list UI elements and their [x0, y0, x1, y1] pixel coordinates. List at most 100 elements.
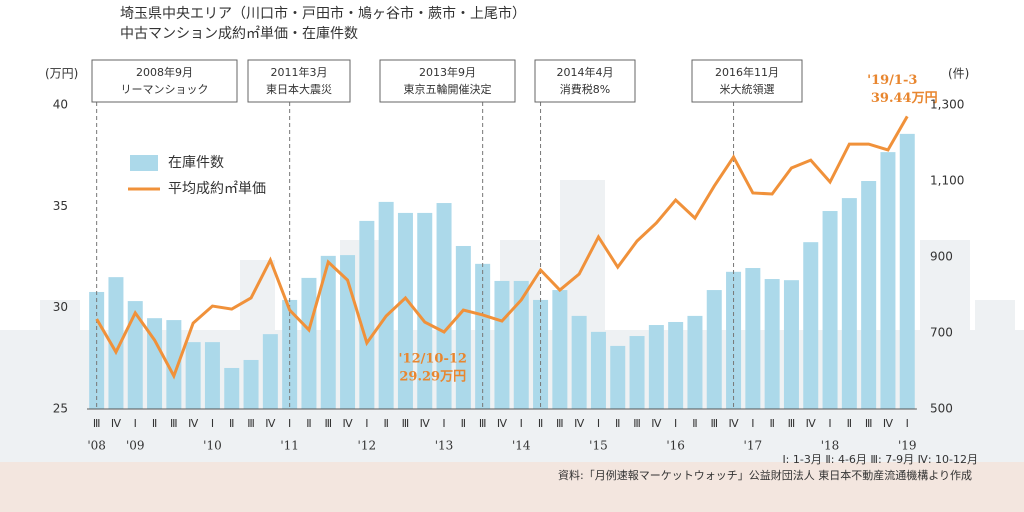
x-tick-label: Ⅲ — [93, 417, 101, 430]
year-label: '13 — [435, 439, 454, 453]
bar — [899, 133, 915, 409]
bar — [166, 320, 182, 409]
bar — [243, 359, 259, 409]
x-tick-label: Ⅰ — [597, 417, 600, 430]
bar — [127, 301, 143, 409]
bar — [861, 181, 877, 409]
x-tick-label: Ⅱ — [152, 417, 157, 430]
line — [95, 115, 909, 380]
bar — [706, 290, 722, 409]
x-tick-label: Ⅳ — [265, 417, 276, 430]
x-tick-label: Ⅱ — [847, 417, 852, 430]
legend-swatch — [130, 155, 158, 171]
bar — [880, 152, 896, 409]
y2-tick-label: 700 — [930, 326, 953, 340]
y-tick-label: 25 — [53, 402, 68, 416]
bar — [668, 321, 684, 409]
x-tick-label: Ⅲ — [788, 417, 796, 430]
bar — [397, 212, 413, 409]
ground — [0, 462, 1024, 512]
x-tick-label: Ⅱ — [538, 417, 543, 430]
bar — [513, 280, 529, 409]
bar — [764, 279, 780, 409]
bar — [455, 245, 471, 409]
bar — [590, 331, 606, 409]
legend-label: 平均成約㎡単価 — [168, 181, 266, 197]
x-tick-label: Ⅳ — [806, 417, 817, 430]
bar — [841, 198, 857, 409]
bar — [301, 277, 317, 409]
event-date: 2014年4月 — [557, 65, 614, 79]
y2-tick-label: 1,300 — [930, 98, 964, 112]
value-label: 29.29万円 — [399, 370, 466, 385]
bar — [552, 290, 568, 409]
x-tick-label: Ⅱ — [769, 417, 774, 430]
x-tick-label: Ⅰ — [211, 417, 214, 430]
x-tick-label: Ⅰ — [751, 417, 754, 430]
year-label: '15 — [589, 439, 608, 453]
year-label: '11 — [280, 439, 299, 453]
bar — [359, 220, 375, 409]
year-label: '16 — [666, 439, 685, 453]
event-label: 消費税8% — [560, 82, 610, 96]
x-tick-label: Ⅲ — [865, 417, 873, 430]
x-tick-label: Ⅱ — [229, 417, 234, 430]
y-unit: (万円) — [45, 67, 78, 81]
bar — [822, 211, 838, 409]
y-tick-label: 35 — [53, 199, 68, 213]
x-tick-label: Ⅳ — [883, 417, 894, 430]
x-tick-label: Ⅰ — [520, 417, 523, 430]
event-date: 2011年3月 — [271, 65, 328, 79]
bar — [436, 203, 452, 409]
bar — [648, 325, 664, 409]
x-tick-label: Ⅲ — [170, 417, 178, 430]
x-tick-label: Ⅲ — [710, 417, 718, 430]
x-tick-label: Ⅱ — [306, 417, 311, 430]
x-tick-label: Ⅲ — [556, 417, 564, 430]
source: 資料:「月例速報マーケットウォッチ」公益財団法人 東日本不動産流通機構より作成 — [558, 468, 972, 482]
year-label: '10 — [203, 439, 222, 453]
y-tick-label: 30 — [53, 300, 68, 314]
bar — [224, 367, 240, 409]
event-box — [379, 59, 516, 103]
x-tick-label: Ⅲ — [324, 417, 332, 430]
x-tick-label: Ⅲ — [402, 417, 410, 430]
bar — [108, 277, 124, 409]
event-box — [91, 59, 238, 103]
x-tick-label: Ⅰ — [134, 417, 137, 430]
y2-unit: (件) — [948, 67, 969, 81]
event-date: 2013年9月 — [419, 65, 476, 79]
bar — [262, 334, 278, 409]
bar — [417, 212, 433, 409]
event-box — [247, 59, 351, 103]
bar — [629, 336, 645, 409]
bar — [687, 315, 703, 409]
bar — [783, 280, 799, 409]
chart-subtitle: 中古マンション成約㎡単価・在庫件数 — [120, 25, 358, 42]
x-tick-label: Ⅳ — [574, 417, 585, 430]
x-tick-label: Ⅲ — [633, 417, 641, 430]
year-label: '17 — [744, 439, 763, 453]
x-tick-label: Ⅰ — [828, 417, 831, 430]
x-tick-label: Ⅳ — [342, 417, 353, 430]
bar — [320, 255, 336, 409]
y2-tick-label: 1,100 — [930, 174, 964, 188]
x-tick-label: Ⅳ — [111, 417, 122, 430]
x-tick-label: Ⅰ — [906, 417, 909, 430]
chart-title: 埼玉県中央エリア（川口市・戸田市・鳩ヶ谷市・蕨市・上尾市） — [120, 5, 526, 22]
legend-label: 在庫件数 — [168, 154, 224, 171]
x-tick-label: Ⅰ — [674, 417, 677, 430]
y2-tick-label: 900 — [930, 250, 953, 264]
bar — [610, 345, 626, 409]
event-box — [691, 59, 803, 103]
x-tick-label: Ⅲ — [479, 417, 487, 430]
x-tick-label: Ⅱ — [692, 417, 697, 430]
x-tick-label: Ⅳ — [420, 417, 431, 430]
year-label: '14 — [512, 439, 531, 453]
event-date: 2016年11月 — [715, 65, 779, 79]
y2-tick-label: 500 — [930, 402, 953, 416]
x-tick-label: Ⅳ — [188, 417, 199, 430]
event-label: 東京五輪開催決定 — [404, 82, 492, 96]
x-tick-label: Ⅲ — [247, 417, 255, 430]
